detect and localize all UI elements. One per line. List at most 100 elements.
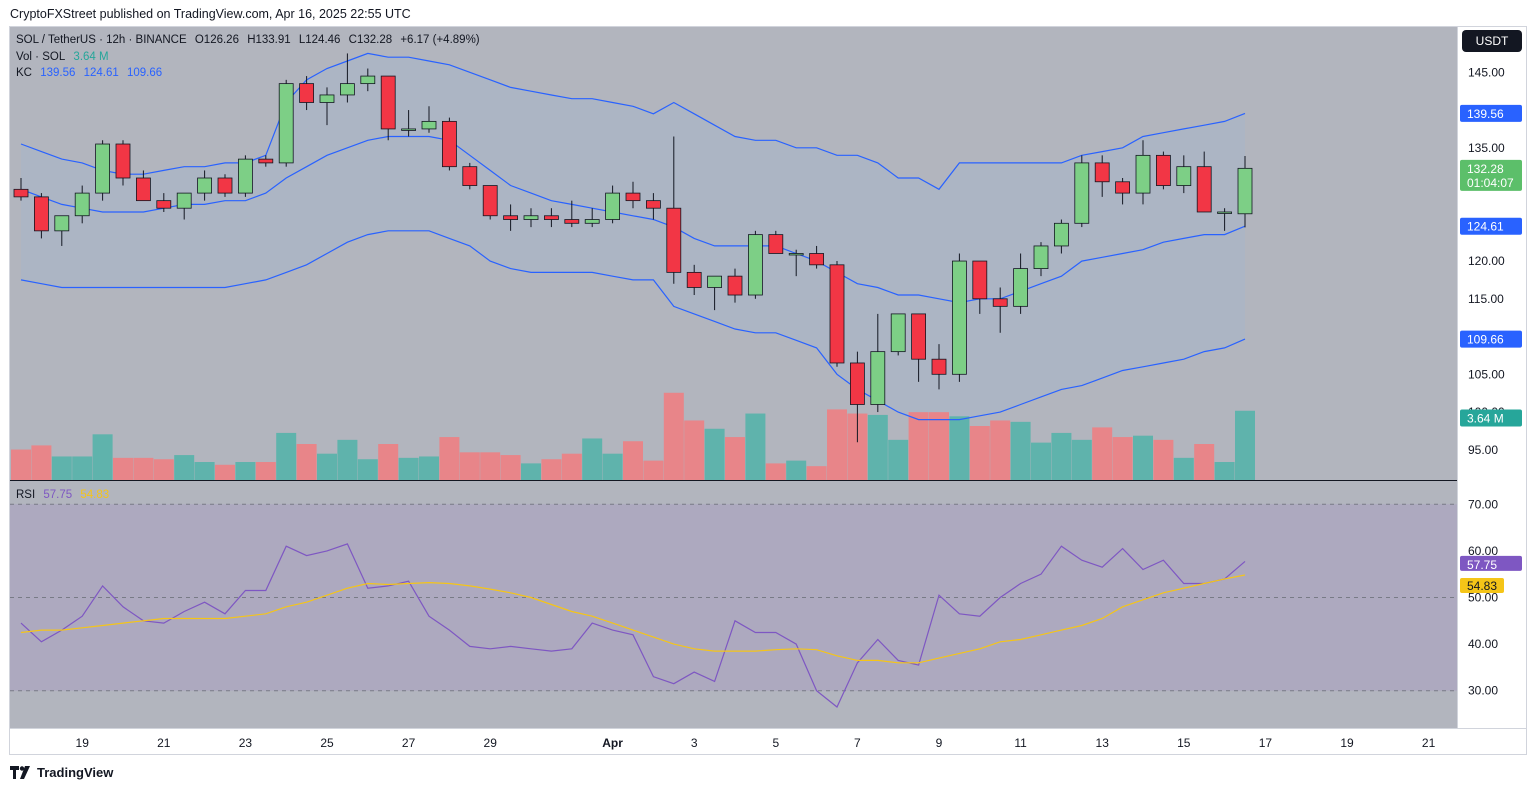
volume-bar (133, 457, 154, 480)
candle-body (319, 94, 335, 103)
volume-bar (561, 453, 582, 480)
legend-volume: Vol · SOL 3.64 M (16, 51, 114, 63)
candle-body (1196, 166, 1212, 213)
volume-bar (1235, 410, 1255, 480)
volume-bar (663, 392, 684, 480)
volume-bar (1133, 435, 1153, 480)
last-price-tag (1460, 159, 1522, 191)
volume-bar (1112, 437, 1133, 480)
legend-rsi-value: 57.75 (43, 489, 73, 501)
rsi-axis-tick: 70.00 (1468, 497, 1498, 511)
candle-body (1156, 154, 1171, 186)
candle-body (299, 83, 315, 103)
volume-bar (1194, 444, 1215, 480)
volume-tag (1460, 409, 1522, 427)
candle-body (850, 362, 865, 405)
candle-body (482, 185, 498, 217)
kc-mid-line (20, 135, 1246, 304)
candlesticks (13, 53, 1253, 443)
legend-kc-upper: 139.56 (40, 67, 76, 79)
volume-bar (276, 432, 297, 480)
volume-bar (439, 437, 460, 480)
candle-body (523, 215, 539, 220)
volume-bar (1051, 432, 1072, 480)
candle-body (911, 313, 926, 360)
candle-body (1013, 268, 1028, 307)
volume-bars (11, 392, 1255, 480)
time-axis-tick: 23 (239, 736, 253, 750)
time-axis-tick: 19 (1340, 736, 1354, 750)
rsi-pane (10, 503, 1457, 708)
rsi-tag-text: 57.75 (1467, 558, 1497, 572)
price-axis-tick: 115.00 (1468, 292, 1504, 306)
candle-body (34, 196, 49, 232)
legend-high: H133.91 (247, 34, 291, 46)
candle-body (156, 200, 172, 209)
volume-bar (908, 412, 929, 480)
candle-body (237, 158, 253, 194)
volume-bar (684, 420, 705, 480)
time-axis-tick: 5 (772, 736, 779, 750)
time-axis-tick: 11 (1014, 736, 1027, 750)
volume-bar (1153, 439, 1174, 480)
candle-body (870, 351, 886, 405)
tradingview-brand: TradingView (37, 765, 114, 780)
volume-bar (1092, 427, 1113, 480)
candle-body (360, 75, 376, 85)
volume-bar (378, 444, 399, 480)
time-axis-tick: 25 (320, 736, 334, 750)
candle-body (931, 358, 947, 375)
volume-bar (255, 462, 276, 480)
candle-body (1115, 181, 1130, 194)
volume-bar (969, 426, 990, 480)
rsi-line (20, 543, 1246, 708)
candle-body (74, 192, 90, 217)
legend-open: O126.26 (194, 34, 239, 46)
volume-bar (357, 459, 378, 480)
rsi-axis-tick: 40.00 (1468, 637, 1498, 651)
candle-body (748, 234, 763, 296)
volume-bar (1010, 421, 1031, 480)
volume-bar (317, 453, 337, 480)
legend-rsi-label: RSI (16, 489, 36, 501)
candle-body (646, 200, 661, 209)
volume-bar (929, 412, 949, 480)
legend-symbol: SOL / TetherUS · 12h · BINANCE (16, 34, 187, 46)
legend-ohlc: SOL / TetherUS · 12h · BINANCE O126.26 H… (16, 34, 485, 46)
currency-button[interactable]: USDT (1462, 30, 1522, 52)
volume-bar (194, 462, 215, 480)
volume-bar (174, 455, 195, 480)
volume-bar (459, 452, 480, 480)
price-axis-tick: 120.00 (1468, 254, 1505, 268)
candle-body (95, 143, 110, 194)
tradingview-logo[interactable]: TradingView (10, 765, 113, 780)
time-axis-tick: 27 (402, 736, 416, 750)
time-axis-tick: 21 (157, 736, 171, 750)
volume-bar (113, 457, 133, 480)
rsi-axis-tick: 30.00 (1468, 684, 1498, 698)
volume-tag-text: 3.64 M (1467, 412, 1504, 426)
volume-bar (1173, 457, 1194, 480)
price-axis-tick: 105.00 (1468, 367, 1505, 381)
chart-frame (9, 26, 1527, 755)
candle-body (1033, 245, 1049, 269)
volume-bar (521, 463, 541, 480)
price-axis-tick: 145.00 (1468, 65, 1505, 79)
kc-upper-tag (1460, 104, 1522, 122)
volume-bar (337, 439, 358, 480)
candle-body (788, 253, 804, 256)
volume-bar (725, 437, 745, 480)
candle-body (890, 313, 906, 353)
kc-mid-tag-text: 124.61 (1467, 220, 1504, 234)
volume-bar (500, 455, 521, 480)
legend-low: L124.46 (298, 34, 341, 46)
volume-bar (867, 414, 888, 480)
time-axis-tick: 19 (76, 736, 90, 750)
volume-bar (11, 449, 31, 480)
kc-lower-tag-text: 109.66 (1467, 333, 1504, 347)
volume-bar (419, 456, 439, 480)
candle-body (1237, 167, 1253, 215)
legend-rsi: RSI 57.75 54.83 (16, 489, 114, 501)
volume-bar (990, 420, 1011, 480)
